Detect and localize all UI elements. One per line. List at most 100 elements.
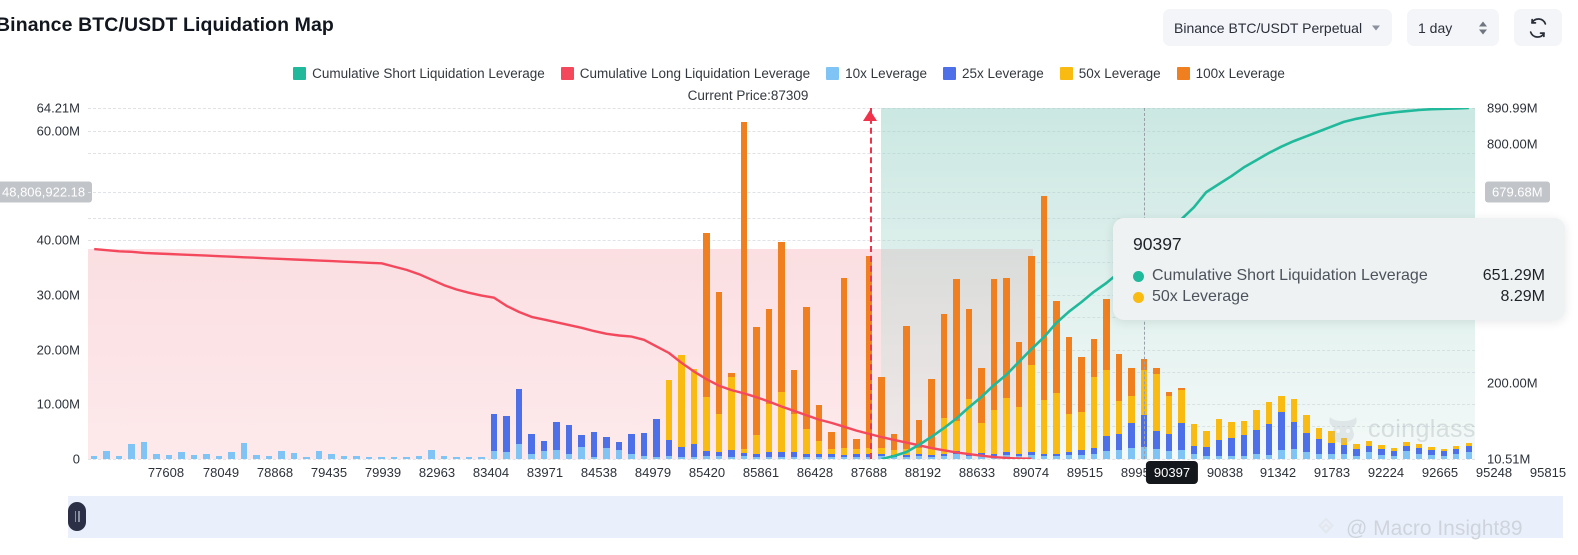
liquidation-bar[interactable] <box>1203 430 1210 459</box>
liquidation-bar[interactable] <box>1290 398 1298 459</box>
liquidation-bar[interactable] <box>1278 395 1285 459</box>
liquidation-bar[interactable] <box>1378 444 1385 459</box>
liquidation-bar[interactable] <box>365 456 373 459</box>
liquidation-bar[interactable] <box>1103 299 1110 459</box>
liquidation-bar[interactable] <box>878 377 885 459</box>
liquidation-bar[interactable] <box>153 454 160 459</box>
liquidation-bar[interactable] <box>440 456 448 459</box>
liquidation-bar[interactable] <box>928 379 935 459</box>
liquidation-bar[interactable] <box>1415 444 1422 459</box>
liquidation-bar[interactable] <box>1340 437 1348 459</box>
liquidation-bar[interactable] <box>240 442 248 459</box>
liquidation-bar[interactable] <box>378 456 385 459</box>
liquidation-bar[interactable] <box>853 438 860 459</box>
liquidation-bar[interactable] <box>478 457 485 459</box>
liquidation-bar[interactable] <box>1440 449 1447 459</box>
liquidation-bar[interactable] <box>765 308 773 459</box>
liquidation-bar[interactable] <box>1253 410 1260 459</box>
liquidation-bar[interactable] <box>1128 368 1135 459</box>
liquidation-bar[interactable] <box>1028 255 1035 459</box>
liquidation-bar[interactable] <box>278 450 285 459</box>
liquidation-bar[interactable] <box>165 454 173 459</box>
liquidation-bar[interactable] <box>1353 443 1360 459</box>
liquidation-bar[interactable] <box>803 307 810 459</box>
refresh-button[interactable] <box>1514 9 1562 46</box>
liquidation-bar[interactable] <box>728 373 735 459</box>
liquidation-bar[interactable] <box>340 456 348 459</box>
liquidation-bar[interactable] <box>1190 424 1198 459</box>
liquidation-bar[interactable] <box>703 232 710 459</box>
liquidation-bar[interactable] <box>528 434 535 459</box>
legend-item[interactable]: 100x Leverage <box>1176 66 1285 81</box>
liquidation-bar[interactable] <box>915 419 923 459</box>
liquidation-bar[interactable] <box>790 369 798 459</box>
liquidation-bar[interactable] <box>940 314 948 459</box>
liquidation-bar[interactable] <box>1265 402 1273 459</box>
liquidation-bar[interactable] <box>253 454 260 459</box>
liquidation-bar[interactable] <box>553 422 560 459</box>
liquidation-bar[interactable] <box>640 432 648 459</box>
liquidation-bar[interactable] <box>1140 359 1148 459</box>
liquidation-bar[interactable] <box>653 418 660 459</box>
liquidation-bar[interactable] <box>203 453 210 459</box>
liquidation-bar[interactable] <box>90 456 98 459</box>
liquidation-bar[interactable] <box>1178 387 1185 459</box>
liquidation-bar[interactable] <box>840 277 848 459</box>
liquidation-bar[interactable] <box>540 440 548 459</box>
liquidation-bar[interactable] <box>1240 421 1248 459</box>
legend-item[interactable]: Cumulative Short Liquidation Leverage <box>293 66 545 81</box>
liquidation-bar[interactable] <box>578 434 585 459</box>
liquidation-bar[interactable] <box>615 442 623 459</box>
liquidation-bar[interactable] <box>603 436 610 459</box>
liquidation-bar[interactable] <box>1053 300 1060 459</box>
liquidation-bar[interactable] <box>390 456 398 459</box>
liquidation-bar[interactable] <box>665 379 673 459</box>
legend-item[interactable]: Cumulative Long Liquidation Leverage <box>560 66 810 81</box>
liquidation-bar[interactable] <box>490 414 498 459</box>
liquidation-bar[interactable] <box>328 454 335 459</box>
liquidation-bar[interactable] <box>178 451 185 459</box>
liquidation-bar[interactable] <box>453 456 460 459</box>
liquidation-bar[interactable] <box>1065 337 1073 459</box>
liquidation-bar[interactable] <box>403 456 410 459</box>
liquidation-bar[interactable] <box>815 405 823 459</box>
liquidation-bar[interactable] <box>1303 415 1310 459</box>
liquidation-bar[interactable] <box>103 451 110 459</box>
liquidation-bar[interactable] <box>290 453 298 459</box>
liquidation-bar[interactable] <box>1428 447 1435 459</box>
liquidation-bar[interactable] <box>1090 338 1098 459</box>
liquidation-bar[interactable] <box>140 441 148 459</box>
range-slider[interactable] <box>68 496 1563 538</box>
liquidation-bar[interactable] <box>1078 357 1085 459</box>
liquidation-bar[interactable] <box>515 388 523 459</box>
legend-item[interactable]: 10x Leverage <box>826 66 927 81</box>
legend-item[interactable]: 25x Leverage <box>942 66 1044 81</box>
spinner-arrows-icon[interactable] <box>1479 21 1487 34</box>
range-slider-handle[interactable] <box>68 502 86 531</box>
liquidation-bar[interactable] <box>678 355 685 459</box>
liquidation-bar[interactable] <box>1115 354 1123 459</box>
liquidation-bar[interactable] <box>215 455 223 459</box>
liquidation-bar[interactable] <box>228 452 235 459</box>
exchange-select[interactable]: Binance BTC/USDT Perpetual <box>1163 9 1392 46</box>
liquidation-bar[interactable] <box>428 450 435 459</box>
liquidation-bar[interactable] <box>115 455 123 459</box>
liquidation-bar[interactable] <box>865 255 873 459</box>
liquidation-bar[interactable] <box>1390 447 1397 459</box>
legend-item[interactable]: 50x Leverage <box>1059 66 1161 81</box>
liquidation-bar[interactable] <box>565 425 573 459</box>
liquidation-bar[interactable] <box>690 368 698 459</box>
liquidation-bar[interactable] <box>628 434 635 459</box>
liquidation-bar[interactable] <box>303 456 310 459</box>
liquidation-bar[interactable] <box>590 432 598 459</box>
liquidation-bar[interactable] <box>1165 392 1173 459</box>
liquidation-bar[interactable] <box>415 455 423 459</box>
liquidation-bar[interactable] <box>503 415 510 459</box>
liquidation-bar[interactable] <box>128 443 135 459</box>
liquidation-bar[interactable] <box>1228 421 1235 459</box>
liquidation-bar[interactable] <box>1040 196 1048 459</box>
liquidation-bar[interactable] <box>753 327 760 459</box>
timeframe-spinner[interactable]: 1 day <box>1407 9 1499 46</box>
liquidation-bar[interactable] <box>190 455 198 459</box>
liquidation-bar[interactable] <box>1365 441 1373 459</box>
